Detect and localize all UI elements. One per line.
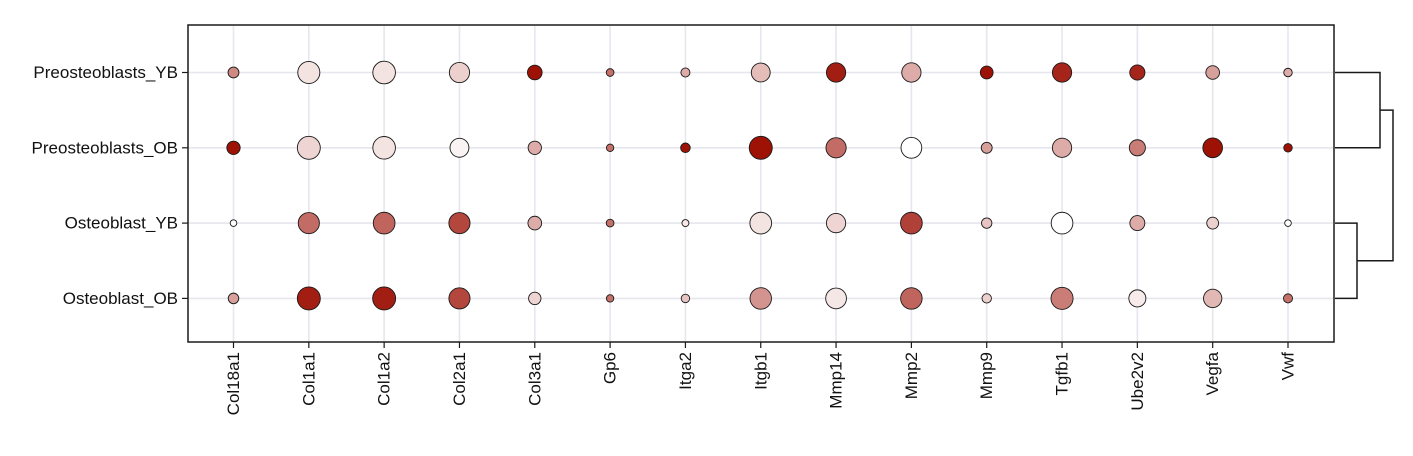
dot-preosteoblasts_yb-itgb1 bbox=[750, 62, 771, 83]
dot-preosteoblasts_yb-vwf bbox=[1283, 67, 1293, 78]
y-tick-label: Preosteoblasts_OB bbox=[32, 138, 178, 157]
dot-preosteoblasts_ob-col1a2 bbox=[372, 136, 396, 160]
dot-preosteoblasts_yb-tgfb1 bbox=[1051, 62, 1073, 83]
dot-preosteoblasts_yb-col3a1 bbox=[527, 64, 543, 81]
y-tick-label: Preosteoblasts_YB bbox=[33, 63, 178, 82]
dot-osteoblast_ob-mmp2 bbox=[900, 287, 923, 310]
y-tick-label: Osteoblast_YB bbox=[65, 214, 178, 233]
dot-preosteoblasts_ob-itgb1 bbox=[748, 135, 773, 160]
x-tick-label: Mmp9 bbox=[977, 352, 996, 399]
x-tick-label: Vwf bbox=[1279, 352, 1298, 381]
dot-osteoblast_yb-itgb1 bbox=[749, 211, 773, 235]
dot-osteoblast_ob-mmp14 bbox=[825, 287, 847, 310]
dot-osteoblast_yb-vegfa bbox=[1206, 216, 1220, 230]
dot-preosteoblasts_ob-mmp14 bbox=[825, 137, 847, 159]
x-tick-label: Itga2 bbox=[676, 352, 695, 390]
dot-preosteoblasts_yb-col1a1 bbox=[297, 61, 321, 84]
dot-osteoblast_yb-gp6 bbox=[605, 218, 615, 228]
dot-preosteoblasts_ob-col18a1 bbox=[226, 140, 241, 155]
dot-osteoblast_ob-col3a1 bbox=[528, 291, 542, 306]
x-tick-label: Col2a1 bbox=[450, 352, 469, 406]
dot-preosteoblasts_yb-vegfa bbox=[1205, 65, 1220, 80]
dot-preosteoblasts_yb-col1a2 bbox=[372, 60, 396, 85]
dot-osteoblast_yb-ube2v2 bbox=[1129, 215, 1146, 232]
dendrogram-branches bbox=[1335, 71, 1394, 300]
dot-preosteoblasts_yb-ube2v2 bbox=[1129, 64, 1146, 81]
dot-preosteoblasts_ob-mmp9 bbox=[980, 141, 993, 154]
dot-preosteoblasts_yb-mmp9 bbox=[979, 65, 994, 80]
dot-osteoblast_ob-vegfa bbox=[1203, 288, 1223, 309]
dot-osteoblast_ob-col2a1 bbox=[448, 287, 471, 310]
x-tick-label: Mmp2 bbox=[902, 352, 921, 399]
dot-osteoblast_ob-col1a2 bbox=[372, 286, 397, 311]
x-tick-label: Vegfa bbox=[1203, 351, 1222, 395]
x-tick-label: Mmp14 bbox=[827, 352, 846, 409]
dot-osteoblast_yb-tgfb1 bbox=[1050, 211, 1074, 235]
dot-preosteoblasts_ob-col3a1 bbox=[527, 140, 542, 155]
dot-preosteoblasts_yb-col18a1 bbox=[227, 66, 240, 79]
dot-osteoblast_yb-col1a1 bbox=[297, 212, 320, 235]
dot-osteoblast_ob-col1a1 bbox=[296, 286, 321, 311]
dot-preosteoblasts_ob-col2a1 bbox=[449, 137, 470, 158]
dot-preosteoblasts_ob-vegfa bbox=[1202, 137, 1223, 159]
axis-ticks bbox=[182, 71, 1289, 348]
dot-preosteoblasts_yb-col2a1 bbox=[448, 61, 471, 84]
dot-preosteoblasts_ob-gp6 bbox=[605, 143, 615, 152]
dot-osteoblast_yb-itga2 bbox=[681, 219, 690, 228]
dot-osteoblast_yb-col18a1 bbox=[229, 219, 238, 227]
x-tick-label: Tgfb1 bbox=[1053, 352, 1072, 395]
x-tick-label: Col1a2 bbox=[375, 352, 394, 406]
dot-osteoblast_ob-mmp9 bbox=[981, 293, 992, 304]
dot-preosteoblasts_yb-mmp2 bbox=[901, 62, 922, 83]
dot-preosteoblasts_ob-ube2v2 bbox=[1128, 139, 1146, 157]
dot-osteoblast_ob-itgb1 bbox=[749, 287, 772, 310]
dot-preosteoblasts_yb-mmp14 bbox=[825, 62, 847, 83]
dot-preosteoblasts_ob-itga2 bbox=[680, 142, 691, 154]
dot-osteoblast_yb-mmp2 bbox=[900, 211, 923, 235]
x-tick-label: Itgb1 bbox=[751, 352, 770, 390]
dot-osteoblast_ob-itga2 bbox=[680, 293, 691, 304]
dot-preosteoblasts_ob-mmp2 bbox=[900, 136, 923, 159]
x-tick-label: Col1a1 bbox=[299, 352, 318, 406]
dot-series bbox=[226, 60, 1293, 311]
dot-osteoblast_yb-col3a1 bbox=[527, 215, 543, 231]
dot-osteoblast_ob-tgfb1 bbox=[1050, 286, 1074, 310]
x-tick-label: Col3a1 bbox=[525, 352, 544, 406]
dot-osteoblast_yb-mmp9 bbox=[981, 217, 993, 229]
dot-osteoblast_ob-col18a1 bbox=[227, 292, 240, 305]
x-tick-label: Ube2v2 bbox=[1128, 352, 1147, 411]
dot-preosteoblasts_ob-vwf bbox=[1283, 143, 1293, 153]
dot-preosteoblasts_yb-itga2 bbox=[680, 67, 691, 78]
dot-osteoblast_yb-col2a1 bbox=[448, 212, 471, 235]
dot-osteoblast_ob-gp6 bbox=[605, 294, 615, 303]
dot-osteoblast_yb-col1a2 bbox=[372, 211, 396, 235]
dot-preosteoblasts_ob-col1a1 bbox=[296, 135, 321, 160]
x-axis-labels: Col18a1 Col1a1 Col1a2 Col2a1 Col3a1 Gp6 Itga2 I… bbox=[224, 351, 1298, 415]
row-dendrogram bbox=[1335, 71, 1394, 300]
dot-osteoblast_ob-vwf bbox=[1283, 293, 1293, 304]
dot-preosteoblasts_ob-tgfb1 bbox=[1051, 137, 1073, 158]
dot-osteoblast_yb-mmp14 bbox=[825, 213, 847, 234]
y-tick-label: Osteoblast_OB bbox=[63, 289, 178, 308]
dot-osteoblast_ob-ube2v2 bbox=[1128, 289, 1147, 308]
y-axis-labels: Preosteoblasts_YB Preosteoblasts_OB Osteob… bbox=[32, 63, 178, 308]
dot-preosteoblasts_yb-gp6 bbox=[605, 68, 615, 77]
x-tick-label: Gp6 bbox=[601, 352, 620, 384]
x-tick-label: Col18a1 bbox=[224, 352, 243, 415]
dot-osteoblast_yb-vwf bbox=[1284, 219, 1292, 227]
